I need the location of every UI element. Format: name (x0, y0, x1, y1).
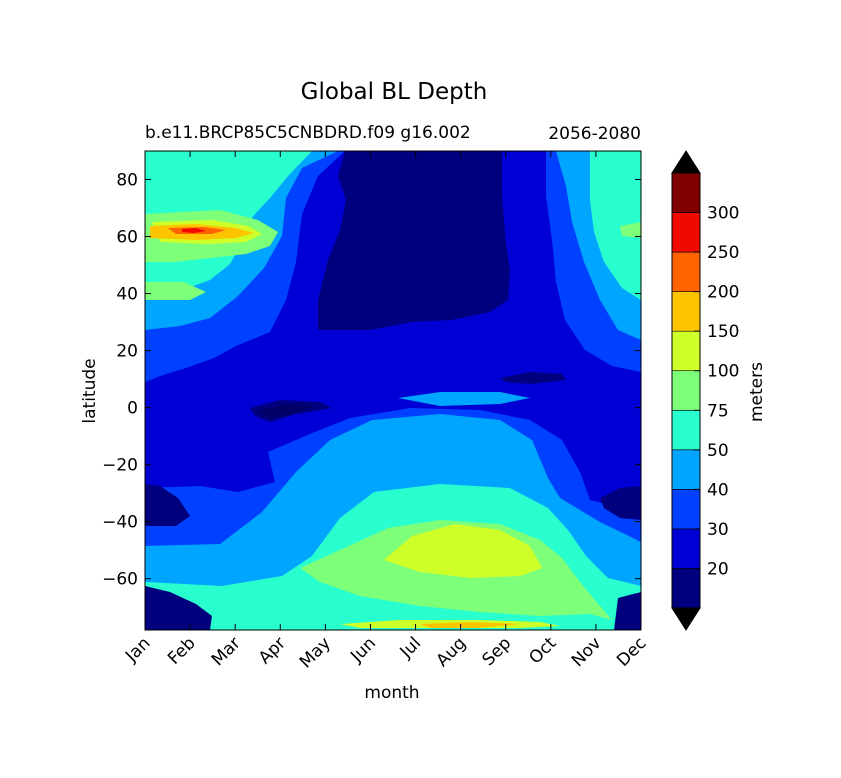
colorbar-tick-label: 40 (707, 480, 729, 500)
x-tick-label: Aug (433, 633, 471, 671)
colorbar-band (671, 449, 701, 490)
x-tick-label: Oct (525, 633, 560, 668)
y-tick-label: 60 (116, 228, 138, 248)
colorbar-label: meters (747, 362, 767, 422)
colorbar-extend-max (671, 150, 701, 174)
chart-title: Global BL Depth (301, 79, 488, 105)
plot-frame (144, 150, 642, 631)
x-tick-label: Jun (346, 633, 380, 667)
colorbar-band (671, 330, 701, 372)
y-tick-label: 80 (116, 171, 138, 191)
chart-subtitle-right: 2056-2080 (548, 124, 641, 144)
y-axis: 80 60 40 20 0 −20 −40 −60 (102, 171, 641, 590)
y-tick-label: −40 (102, 513, 138, 533)
y-axis-label: latitude (80, 358, 100, 423)
y-tick-label: 0 (127, 399, 138, 419)
x-tick-label: May (296, 633, 335, 672)
colorbar-tick-label: 20 (707, 559, 729, 579)
y-tick-label: 20 (116, 342, 138, 362)
colorbar-band (671, 568, 701, 609)
colorbar-band (671, 172, 701, 213)
plot-area (145, 151, 641, 630)
x-tick-label: Jan (121, 633, 154, 666)
colorbar-frame (671, 172, 701, 609)
x-tick-label: Dec (613, 633, 650, 670)
y-tick-label: −60 (102, 570, 138, 590)
colorbar-extend-min (671, 607, 701, 631)
colorbar-band (671, 528, 701, 569)
colorbar-band (671, 370, 701, 411)
x-tick-label: Sep (478, 633, 515, 670)
colorbar-tick-label: 75 (707, 401, 729, 421)
x-axis-label: month (364, 683, 419, 703)
colorbar-tick-label: 300 (707, 204, 739, 224)
colorbar-tick-label: 100 (707, 362, 739, 382)
colorbar: 20 30 40 50 75 100 150 200 250 300 (671, 150, 739, 631)
chart-subtitle-left: b.e11.BRCP85C5CNBDRD.f09 g16.002 (145, 123, 471, 143)
colorbar-tick-label: 30 (707, 520, 729, 540)
x-tick-label: Nov (568, 633, 606, 671)
colorbar-band (671, 489, 701, 530)
y-tick-label: 40 (116, 285, 138, 305)
colorbar-tick-label: 150 (707, 322, 739, 342)
colorbar-tick-label: 250 (707, 243, 739, 263)
colorbar-band (671, 291, 701, 332)
x-tick-label: Feb (164, 633, 199, 668)
colorbar-tick-label: 50 (707, 441, 729, 461)
x-tick-label: Mar (208, 633, 245, 670)
colorbar-tick-label: 200 (707, 283, 739, 303)
x-tick-label: Jul (396, 633, 425, 662)
x-tick-label: Apr (255, 633, 290, 668)
colorbar-band (671, 409, 701, 451)
y-tick-label: −20 (102, 456, 138, 476)
colorbar-band (671, 212, 701, 253)
colorbar-band (671, 251, 701, 292)
